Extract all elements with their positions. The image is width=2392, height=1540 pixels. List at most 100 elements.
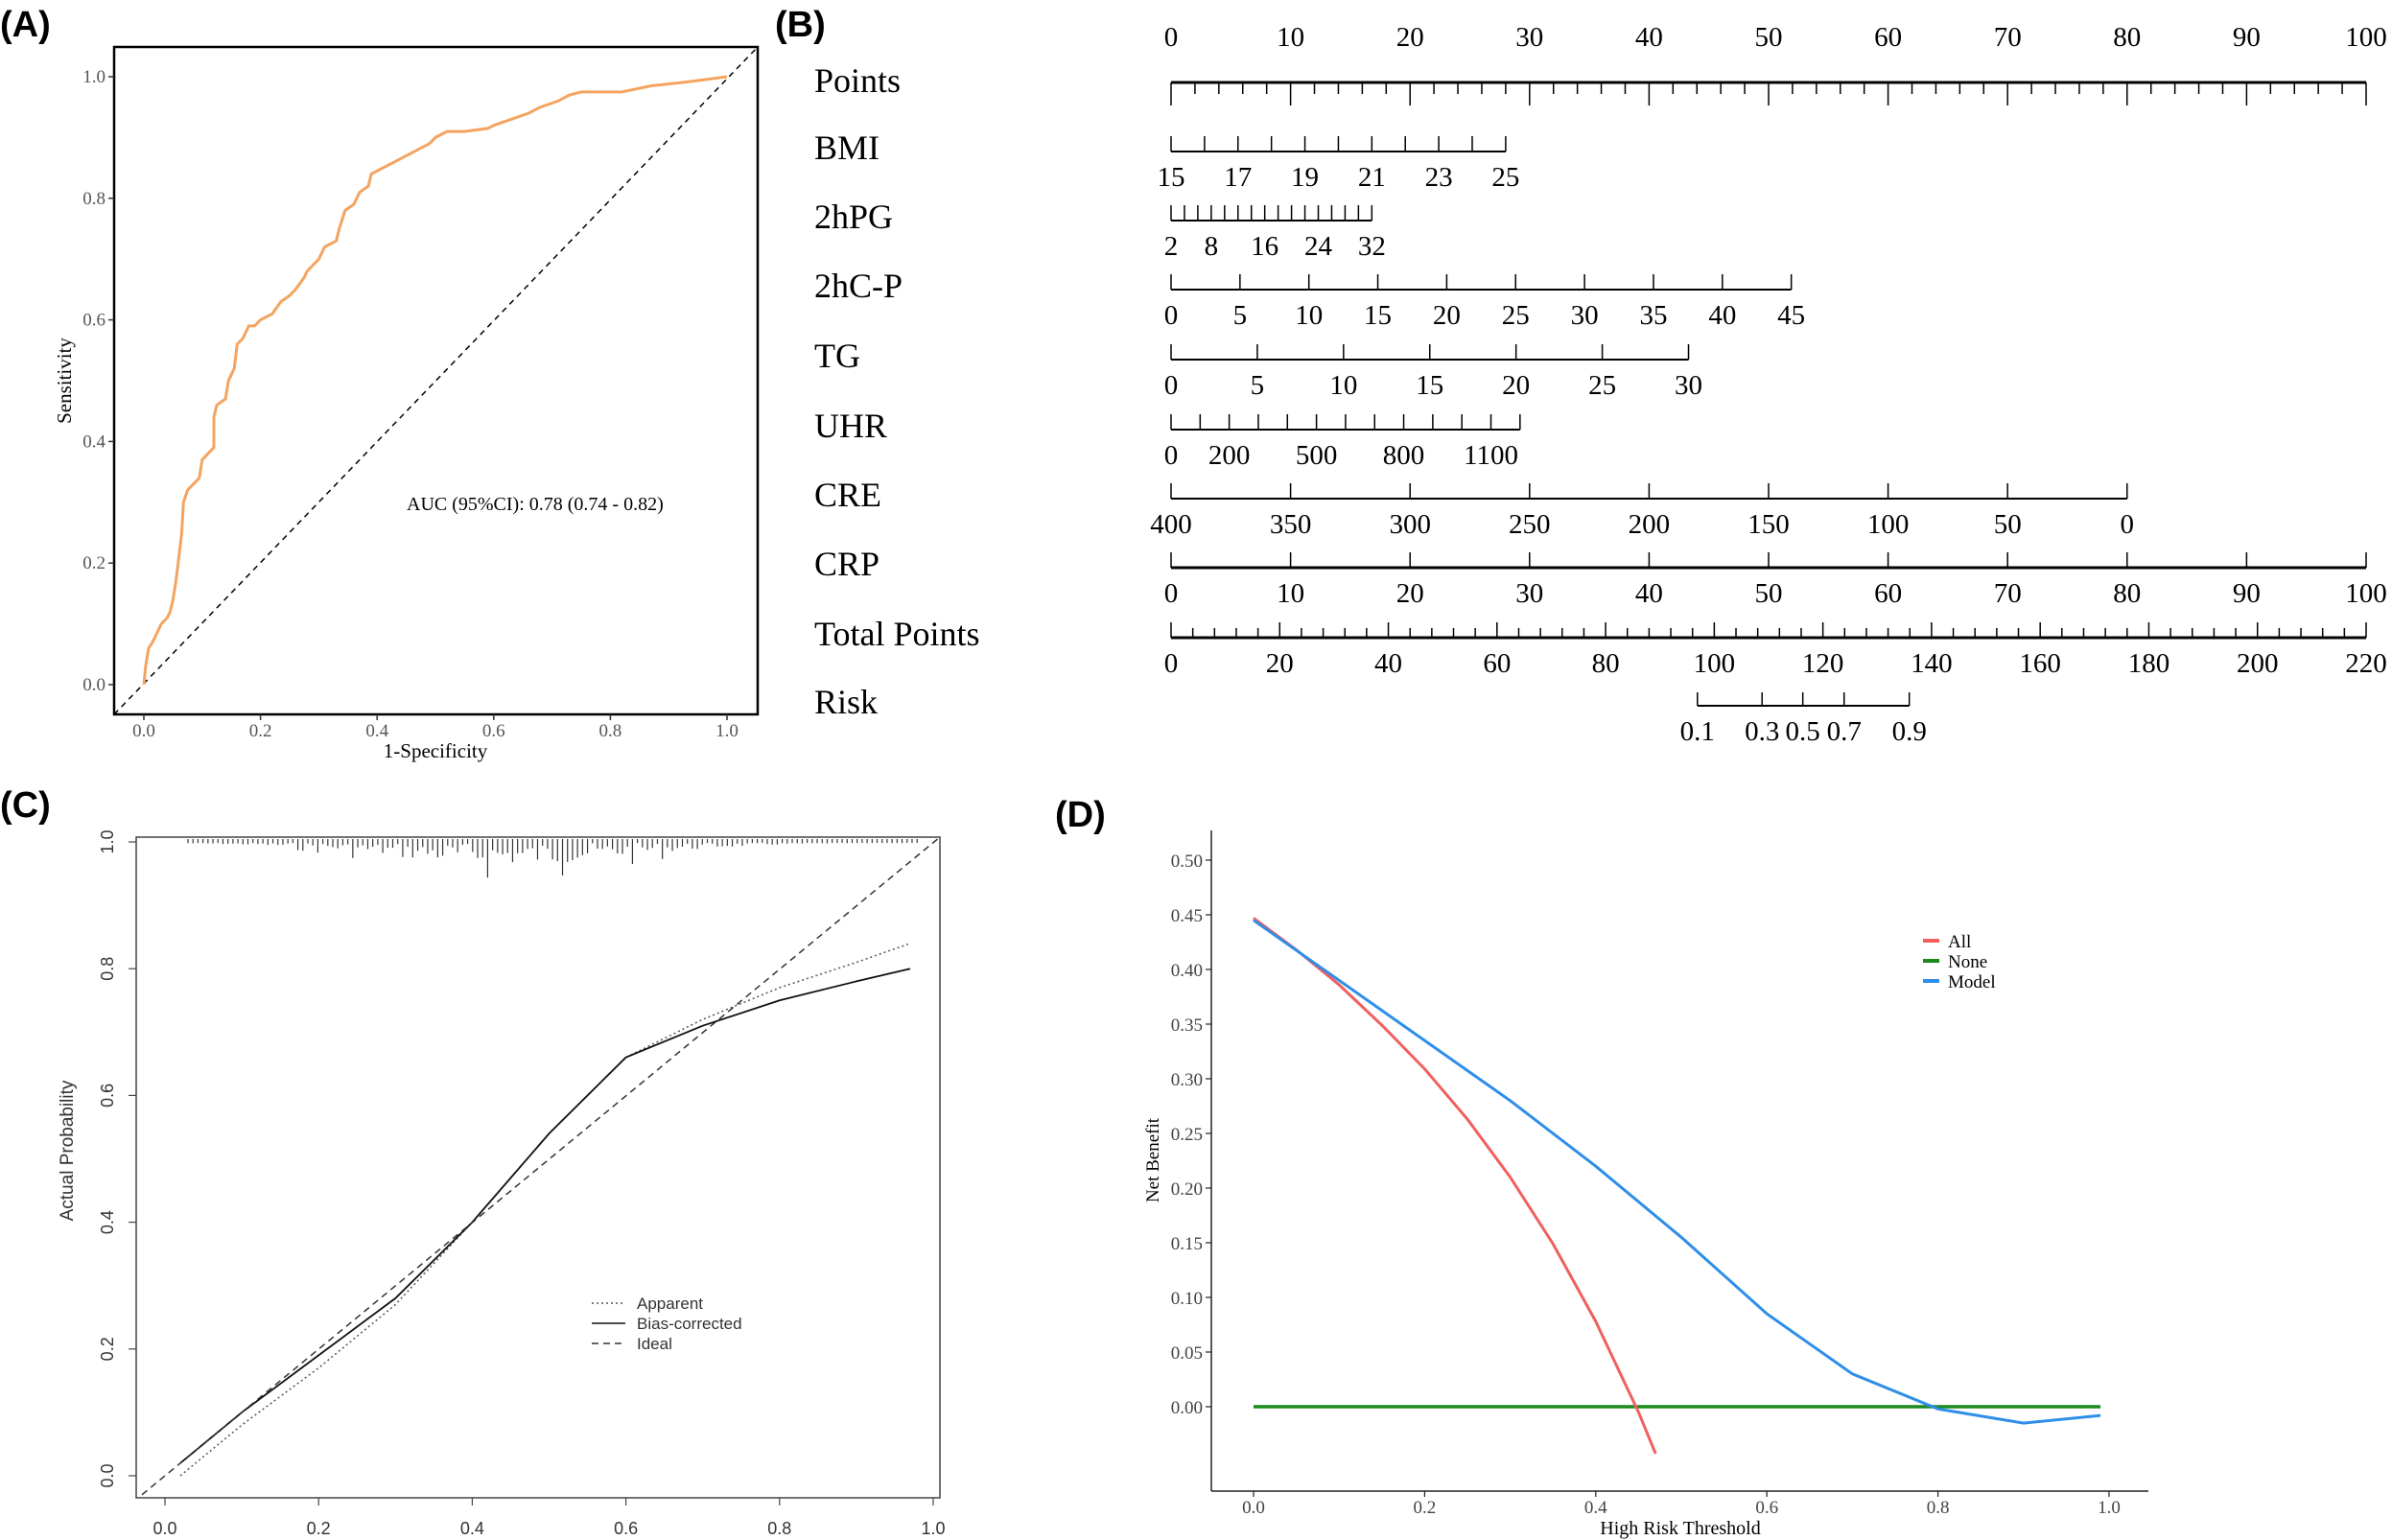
tick-label: 70 — [1994, 578, 2022, 609]
y-tick-label: 0.0 — [82, 675, 106, 695]
tick-label: 140 — [1911, 648, 1953, 679]
tick-label: 160 — [2019, 648, 2061, 679]
tick-label: 80 — [1592, 648, 1620, 679]
y-tick-label: 0.0 — [98, 1463, 117, 1487]
axis-name: Points — [814, 61, 901, 100]
tick-label: 5 — [1251, 370, 1265, 401]
tick-label: 90 — [2233, 578, 2261, 609]
x-tick-label: 0.6 — [482, 721, 505, 741]
y-tick-label: 0.15 — [1171, 1234, 1203, 1254]
y-tick-label: 0.8 — [98, 957, 117, 981]
tick-label: 17 — [1224, 162, 1252, 193]
roc-curve — [142, 75, 728, 686]
reference-line — [113, 46, 759, 715]
x-tick-label: 0.2 — [1414, 1498, 1437, 1518]
axis-name: CRE — [814, 476, 881, 514]
tick-label: 2 — [1164, 231, 1179, 262]
tick-label: 20 — [1396, 578, 1424, 609]
x-tick-label: 0.2 — [249, 721, 272, 741]
panel-label-c: (C) — [0, 785, 51, 826]
tick-label: 60 — [1874, 578, 1902, 609]
axis-name: Total Points — [814, 615, 980, 653]
y-tick-label: 0.6 — [98, 1084, 117, 1108]
tick-label: 200 — [1208, 440, 1251, 471]
y-tick-label: 0.6 — [82, 311, 106, 331]
y-axis-title: Actual Probability — [58, 1080, 78, 1221]
legend-label: Bias-corrected — [637, 1315, 742, 1333]
x-tick-label: 0.8 — [1927, 1498, 1950, 1518]
tick-label: 45 — [1777, 300, 1805, 331]
tick-label: 0 — [1164, 648, 1179, 679]
tick-label: 0 — [1164, 370, 1179, 401]
panel-label-b: (B) — [775, 5, 826, 45]
tick-label: 15 — [1158, 162, 1185, 193]
y-tick-label: 0.40 — [1171, 961, 1203, 981]
x-tick-label: 1.0 — [715, 721, 739, 741]
tick-label: 100 — [2345, 22, 2387, 53]
panel-label-a: (A) — [0, 5, 51, 45]
tick-label: 50 — [1994, 509, 2022, 540]
y-tick-label: 0.50 — [1171, 852, 1203, 872]
tick-label: 15 — [1416, 370, 1443, 401]
dca-chart: 0.0 0.2 0.4 0.6 0.8 1.0 0.00 0.05 0.10 0.15 0.20 0.… — [1143, 830, 2148, 1539]
y-tick-label: 1.0 — [82, 67, 106, 87]
tick-label: 24 — [1304, 231, 1333, 262]
panel-label-d: (D) — [1055, 795, 1106, 835]
tick-label: 100 — [1867, 509, 1910, 540]
tick-label: 32 — [1358, 231, 1386, 262]
tick-label: 200 — [1629, 509, 1671, 540]
tick-label: 1100 — [1464, 440, 1518, 471]
tick-label: 200 — [2237, 648, 2279, 679]
y-tick-label: 0.00 — [1171, 1398, 1203, 1418]
y-tick-label: 0.8 — [82, 189, 106, 209]
legend-label: None — [1948, 952, 1987, 972]
y-axis-title: Sensitivity — [53, 338, 76, 424]
tick-label: 80 — [2113, 578, 2141, 609]
y-tick-label: 1.0 — [98, 829, 117, 853]
tick-label: 60 — [1483, 648, 1511, 679]
tick-label: 60 — [1874, 22, 1902, 53]
axis-name: TG — [814, 337, 860, 375]
tick-label: 40 — [1635, 578, 1663, 609]
tick-label: 20 — [1433, 300, 1461, 331]
y-tick-label: 0.2 — [82, 553, 106, 573]
tick-label: 300 — [1389, 509, 1431, 540]
tick-label: 30 — [1571, 300, 1599, 331]
x-tick-label: 0.8 — [599, 721, 622, 741]
tick-label: 35 — [1639, 300, 1667, 331]
y-tick-label: 0.4 — [98, 1210, 117, 1234]
legend-label: Model — [1948, 972, 1996, 992]
y-tick-label: 0.10 — [1171, 1289, 1203, 1309]
tick-label: 8 — [1205, 231, 1219, 262]
tick-label: 0 — [1164, 578, 1179, 609]
tick-label: 0.5 — [1786, 716, 1820, 747]
calibration-chart: 0.0 0.0 0.2 0.2 0.4 0.4 0.6 0.6 0.8 0.8 1.0 1.0 Actu… — [58, 829, 946, 1538]
axis-name: CRP — [814, 545, 879, 583]
roc-chart: 0.0 0.0 0.2 0.2 0.4 0.4 0.6 0.6 0.8 0.8 1.0 1.0 1-Sp… — [53, 45, 760, 762]
tick-label: 19 — [1291, 162, 1319, 193]
tick-label: 10 — [1277, 578, 1304, 609]
tick-label: 50 — [1755, 578, 1783, 609]
nomogram-axis-cre: CRE 400 350 300 250 200 150 100 50 0 — [814, 476, 2134, 540]
y-axis-title: Net Benefit — [1143, 1117, 1163, 1202]
tick-label: 80 — [2113, 22, 2141, 53]
tick-label: 500 — [1296, 440, 1338, 471]
axis-name: UHR — [814, 407, 887, 445]
tick-label: 25 — [1588, 370, 1616, 401]
nomogram-axis-uhr: UHR 0 200 500 800 1100 — [814, 407, 1521, 471]
tick-label: 21 — [1358, 162, 1386, 193]
tick-label: 150 — [1747, 509, 1790, 540]
nomogram-axis-bmi: BMI 15 17 19 21 23 25 — [814, 128, 1519, 193]
tick-label: 120 — [1802, 648, 1844, 679]
tick-label: 350 — [1270, 509, 1312, 540]
x-tick-label: 0.0 — [152, 1519, 176, 1538]
y-tick-label: 0.45 — [1171, 906, 1203, 926]
y-tick-label: 0.2 — [98, 1337, 117, 1361]
plot-frame — [112, 45, 760, 716]
tick-label: 10 — [1329, 370, 1357, 401]
series-bias-corrected — [179, 968, 911, 1464]
auc-annotation: AUC (95%CI): 0.78 (0.74 - 0.82) — [407, 494, 664, 515]
legend-label: All — [1948, 932, 1971, 952]
tick-label: 25 — [1502, 300, 1530, 331]
